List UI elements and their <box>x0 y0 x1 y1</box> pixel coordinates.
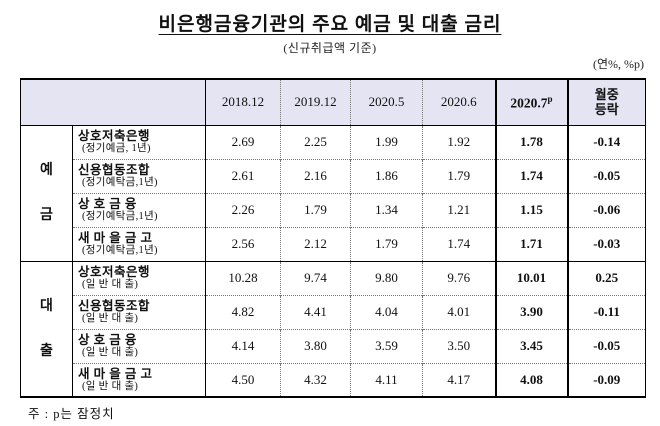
col-header-2020-7-text: 2020.7 <box>510 95 548 110</box>
rate-cell: 1.79 <box>350 226 423 261</box>
monthly-change-cell: -0.11 <box>567 294 646 329</box>
rate-cell: 4.14 <box>205 328 281 363</box>
monthly-change-cell: -0.09 <box>567 362 646 397</box>
unit-note: (연%, %p) <box>592 57 644 71</box>
rate-cell: 4.01 <box>422 294 496 329</box>
rate-cell: 2.61 <box>205 158 281 193</box>
institution-cell: 상호저축은행 (일 반 대 출) <box>72 260 206 295</box>
institution-cell: 새 마 을 금 고 (정기예탁금,1년) <box>72 226 206 261</box>
rate-cell: 3.59 <box>350 328 423 363</box>
institution-product: (일 반 대 출) <box>82 279 139 290</box>
monthly-change-cell: 0.25 <box>567 260 646 295</box>
section-label-deposit: 예 금 <box>20 125 73 261</box>
table-row-loan-credit-union: 신용협동조합 (일 반 대 출) 4.82 4.41 4.04 4.01 3.9… <box>21 294 646 329</box>
rate-cell: 2.12 <box>280 226 351 261</box>
rate-cell: 10.28 <box>205 260 281 295</box>
provisional-superscript: p <box>547 93 553 104</box>
rate-cell: 4.41 <box>280 294 351 329</box>
rate-cell: 1.74 <box>422 226 496 261</box>
institution-product: (일 반 대 출) <box>82 313 139 324</box>
monthly-change-cell: -0.05 <box>567 328 646 363</box>
institution-name: 새 마 을 금 고 <box>78 231 153 245</box>
empty-header-cell <box>20 79 206 126</box>
institution-product: (일 반 대 출) <box>82 347 139 358</box>
monthly-change-cell: -0.14 <box>567 125 646 159</box>
rate-cell: 4.04 <box>350 294 423 329</box>
col-header-2018-12: 2018.12 <box>205 79 281 126</box>
rate-cell: 2.26 <box>205 192 281 227</box>
header-row: 2018.12 2019.12 2020.5 2020.6 2020.7p 월중… <box>20 79 646 126</box>
rate-cell: 4.17 <box>422 362 496 397</box>
rate-cell-latest: 10.01 <box>494 260 569 295</box>
section-label-loan: 대 출 <box>20 260 73 397</box>
rate-cell: 1.34 <box>350 192 423 227</box>
rate-cell: 2.16 <box>280 158 351 193</box>
rates-table: 2018.12 2019.12 2020.5 2020.6 2020.7p 월중… <box>20 78 646 398</box>
rate-cell: 4.11 <box>350 362 423 397</box>
table-row-deposit-community-credit: 새 마 을 금 고 (정기예탁금,1년) 2.56 2.12 1.79 1.74… <box>21 226 646 261</box>
institution-name: 신용협동조합 <box>78 163 151 177</box>
institution-name: 상호저축은행 <box>78 265 151 279</box>
footnote: 주 : p는 잠정치 <box>28 407 115 421</box>
rate-cell-latest: 1.78 <box>494 125 569 159</box>
institution-cell: 상 호 금 융 (일 반 대 출) <box>72 328 206 363</box>
rate-cell: 4.82 <box>205 294 281 329</box>
rate-cell: 3.80 <box>280 328 351 363</box>
col-header-2020-7: 2020.7p <box>494 79 569 126</box>
table-row-deposit-mutual-finance: 상 호 금 융 (정기예탁금,1년) 2.26 1.79 1.34 1.21 1… <box>21 192 646 227</box>
institution-product: (정기예금, 1년) <box>82 143 151 154</box>
col-header-monthly-change: 월중 등락 <box>567 79 646 126</box>
page-title: 비은행금융기관의 주요 예금 및 대출 금리 <box>158 14 502 35</box>
institution-cell: 새 마 을 금 고 (일 반 대 출) <box>72 362 206 397</box>
rate-cell-latest: 1.74 <box>494 158 569 193</box>
rate-cell: 2.25 <box>280 125 351 159</box>
col-header-2020-5: 2020.5 <box>350 79 423 126</box>
institution-product: (정기예탁금,1년) <box>82 211 158 222</box>
monthly-change-cell: -0.06 <box>567 192 646 227</box>
rate-cell-latest: 4.08 <box>494 362 569 397</box>
rate-cell: 9.76 <box>422 260 496 295</box>
rate-cell: 1.92 <box>422 125 496 159</box>
institution-name: 상 호 금 융 <box>78 197 137 211</box>
monthly-change-cell: -0.05 <box>567 158 646 193</box>
rate-cell: 4.50 <box>205 362 281 397</box>
institution-cell: 상 호 금 융 (정기예탁금,1년) <box>72 192 206 227</box>
rate-cell-latest: 3.45 <box>494 328 569 363</box>
rate-cell: 1.99 <box>350 125 423 159</box>
institution-product: (일 반 대 출) <box>82 380 139 392</box>
rate-cell: 1.86 <box>350 158 423 193</box>
institution-name: 신용협동조합 <box>78 299 151 313</box>
institution-product: (정기예탁금,1년) <box>82 177 158 188</box>
rate-cell-latest: 3.90 <box>494 294 569 329</box>
rate-cell-latest: 1.71 <box>494 226 569 261</box>
rate-cell: 9.80 <box>350 260 423 295</box>
institution-cell: 신용협동조합 (정기예탁금,1년) <box>72 158 206 193</box>
page-subtitle: (신규취급액 기준) <box>283 41 377 55</box>
rate-cell: 1.79 <box>422 158 496 193</box>
col-header-2019-12: 2019.12 <box>280 79 351 126</box>
institution-name: 상호저축은행 <box>78 129 151 143</box>
table-row-deposit-credit-union: 신용협동조합 (정기예탁금,1년) 2.61 2.16 1.86 1.79 1.… <box>21 158 646 193</box>
rate-cell: 4.32 <box>280 362 351 397</box>
rate-cell-latest: 1.15 <box>494 192 569 227</box>
rate-cell: 1.79 <box>280 192 351 227</box>
institution-name: 상 호 금 융 <box>78 333 137 347</box>
title-block: 비은행금융기관의 주요 예금 및 대출 금리 (신규취급액 기준) <box>0 9 660 56</box>
institution-product: (정기예탁금,1년) <box>82 245 158 256</box>
monthly-change-cell: -0.03 <box>567 226 646 261</box>
rate-cell: 9.74 <box>280 260 351 295</box>
institution-cell: 상호저축은행 (정기예금, 1년) <box>72 125 206 159</box>
institution-name: 새 마 을 금 고 <box>78 366 153 381</box>
table-row-loan-savings-bank: 대 출 상호저축은행 (일 반 대 출) 10.28 9.74 9.80 9.7… <box>20 260 646 397</box>
rate-cell: 3.50 <box>422 328 496 363</box>
table-row-loan-community-credit: 새 마 을 금 고 (일 반 대 출) 4.50 4.32 4.11 4.17 … <box>21 362 646 397</box>
table-row-loan-mutual-finance: 상 호 금 융 (일 반 대 출) 4.14 3.80 3.59 3.50 3.… <box>21 328 646 363</box>
rate-cell: 1.21 <box>422 192 496 227</box>
institution-cell: 신용협동조합 (일 반 대 출) <box>72 294 206 329</box>
col-header-2020-6: 2020.6 <box>422 79 496 126</box>
table-row-deposit-savings-bank: 예 금 상호저축은행 (정기예금, 1년) 2.69 2.25 1.99 1.9… <box>20 125 646 261</box>
rate-cell: 2.56 <box>205 226 281 261</box>
rate-cell: 2.69 <box>205 125 281 159</box>
